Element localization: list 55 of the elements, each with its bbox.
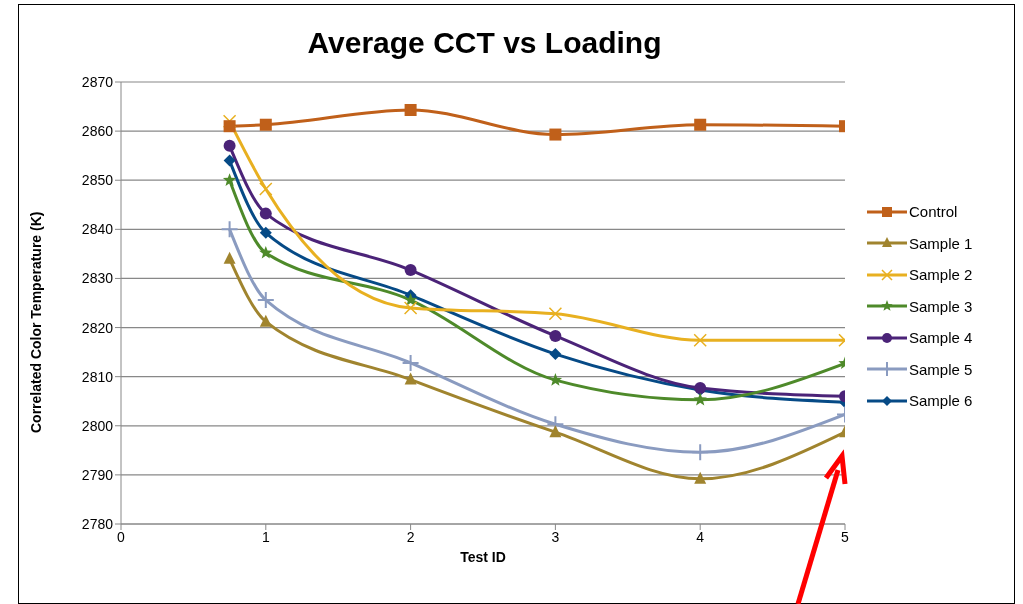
- chart-title: Average CCT vs Loading: [306, 26, 663, 60]
- point: [549, 128, 562, 141]
- point: [256, 291, 275, 310]
- x-tick-label: 4: [696, 528, 705, 545]
- y-tick-label: 2800: [81, 417, 114, 434]
- point: [549, 425, 562, 438]
- point: [693, 392, 707, 406]
- point: [404, 103, 417, 116]
- y-tick-label: 2850: [81, 172, 114, 189]
- point: [404, 372, 417, 385]
- legend-label: Sample 4: [909, 329, 973, 346]
- y-tick-label: 2870: [81, 73, 114, 90]
- point: [404, 264, 417, 277]
- point: [259, 182, 273, 196]
- y-axis-title: Correlated Color Temperature (K): [27, 211, 44, 433]
- legend-label: Control: [909, 203, 958, 220]
- y-tick-label: 2830: [81, 270, 114, 287]
- y-tick-label: 2790: [81, 466, 114, 483]
- point: [694, 118, 707, 131]
- legend-label: Sample 6: [909, 392, 973, 409]
- y-tick-label: 2780: [81, 515, 114, 532]
- point: [222, 173, 237, 186]
- point: [549, 348, 562, 361]
- y-tick-label: 2860: [81, 123, 114, 140]
- point: [223, 139, 236, 152]
- point: [403, 293, 418, 306]
- point: [223, 154, 236, 167]
- x-tick-label: 0: [117, 528, 126, 545]
- point: [401, 353, 420, 372]
- point: [259, 245, 273, 259]
- point: [220, 220, 239, 239]
- y-tick-label: 2840: [81, 221, 114, 238]
- point: [259, 207, 272, 220]
- point: [548, 307, 563, 321]
- x-tick-label: 2: [406, 528, 415, 545]
- x-axis-title: Test ID: [460, 549, 506, 565]
- legend-label: Sample 2: [909, 266, 973, 283]
- point: [403, 301, 418, 315]
- legend-label: Sample 5: [909, 360, 973, 378]
- point: [223, 251, 236, 264]
- point: [259, 314, 272, 327]
- point: [259, 226, 272, 239]
- x-tick-label: 5: [841, 528, 850, 545]
- point: [693, 333, 707, 348]
- y-tick-label: 2810: [81, 368, 114, 385]
- x-tick-label: 1: [261, 528, 270, 545]
- point: [694, 471, 707, 484]
- y-tick-label: 2820: [81, 319, 114, 336]
- legend-label: Sample 1: [909, 234, 973, 252]
- point: [223, 120, 236, 133]
- point: [691, 443, 710, 462]
- legend-label: Sample 3: [909, 297, 973, 315]
- point: [549, 329, 562, 342]
- point: [259, 118, 272, 131]
- x-tick-label: 3: [551, 528, 560, 545]
